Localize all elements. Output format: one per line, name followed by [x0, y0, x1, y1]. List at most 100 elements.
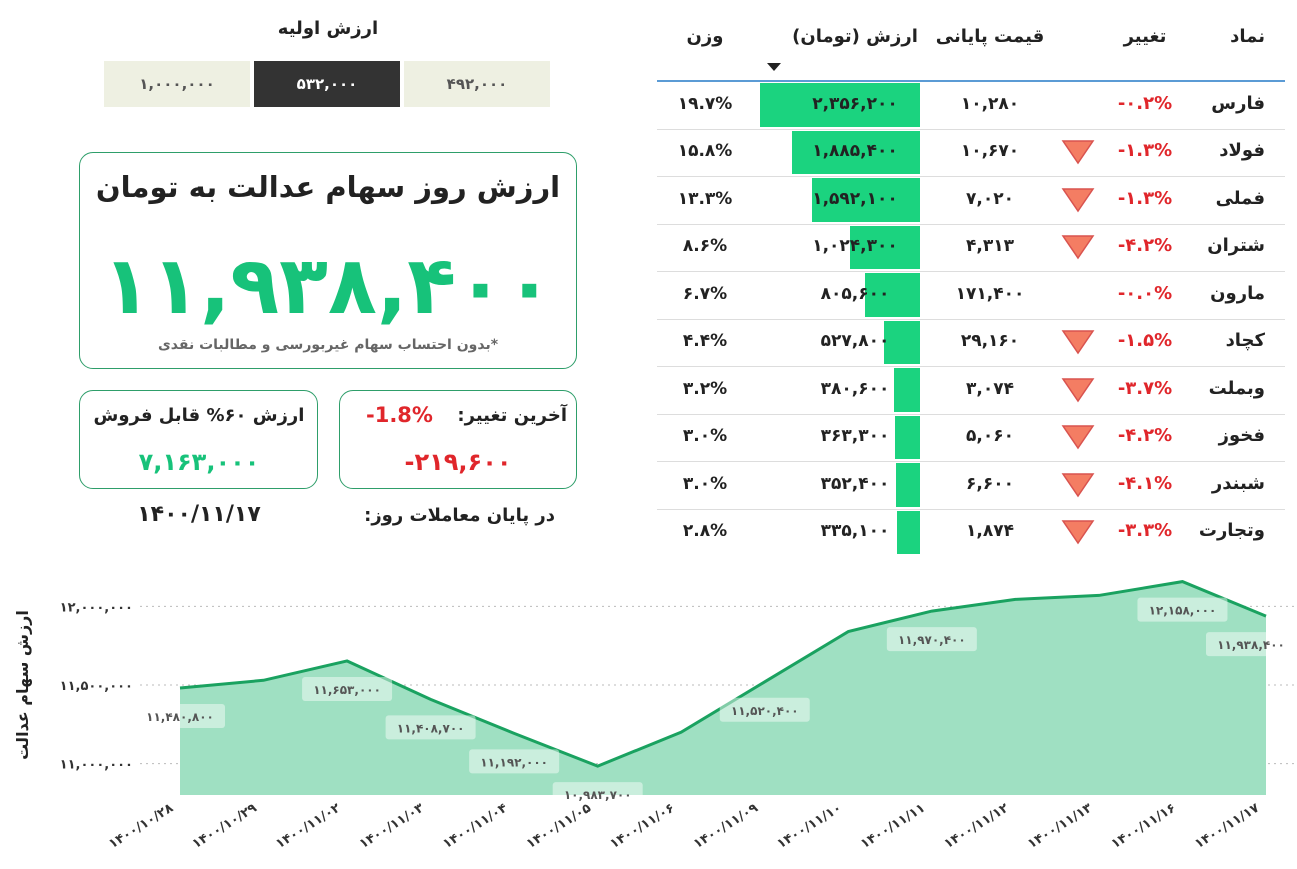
weight: ۱۳.۳%	[677, 188, 733, 209]
value-label: ۱۱,۹۷۰,۴۰۰	[898, 633, 966, 647]
arrow-shape	[1061, 378, 1095, 403]
column-header[interactable]: تغییر	[1123, 26, 1167, 47]
price: ۱۰,۲۸۰	[960, 93, 1020, 114]
down-arrow	[1061, 378, 1095, 403]
header-divider	[657, 80, 1285, 82]
change: -۳.۳%	[1117, 520, 1173, 542]
price: ۷,۰۲۰	[966, 188, 1014, 209]
symbol: فخوز	[1218, 425, 1265, 447]
value-label: ۱۱,۱۹۲,۰۰۰	[480, 755, 548, 769]
arrow-shape	[1061, 235, 1095, 260]
y-axis-title: ارزش سهام عدالت	[13, 610, 32, 760]
x-tick-label: ۱۴۰۰/۱۱/۱۰	[775, 801, 845, 852]
weight: ۸.۶%	[682, 236, 728, 257]
sellable-value: ۷,۱۶۳,۰۰۰	[138, 448, 260, 476]
row-divider	[657, 413, 1285, 415]
value-label-bg	[552, 782, 643, 807]
change: -۰.۲%	[1117, 92, 1173, 114]
x-tick-label: ۱۴۰۰/۱۱/۰۳	[357, 801, 427, 852]
value-bar	[895, 415, 920, 459]
x-tick-label: ۱۴۰۰/۱۱/۱۷	[1192, 801, 1262, 852]
change: -۱.۳%	[1117, 187, 1173, 209]
stock-table: نماد تغییر قیمت پایانی ارزش (تومان) وزن فارس -…	[657, 0, 1285, 555]
value-label: ۱۱,۴۸۰,۸۰۰	[146, 710, 214, 724]
arrow-shape	[1061, 425, 1095, 450]
y-tick-label: ۱۱,۰۰۰,۰۰۰	[60, 758, 133, 773]
value: ۳۳۵,۱۰۰	[820, 521, 890, 542]
down-arrow	[1061, 520, 1095, 545]
column-header[interactable]: نماد	[1230, 26, 1265, 47]
value-bar	[884, 320, 920, 364]
symbol: کچاد	[1225, 330, 1265, 352]
date-value: ۱۴۰۰/۱۱/۱۷	[137, 502, 261, 527]
value-label-bg	[1137, 597, 1228, 622]
symbol: فولاد	[1219, 140, 1265, 162]
value-label-bg	[719, 697, 810, 722]
arrow-shape	[1061, 140, 1095, 165]
value: ۳۸۰,۶۰۰	[820, 378, 890, 399]
y-tick-label: ۱۲,۰۰۰,۰۰۰	[60, 600, 133, 615]
weight: ۴.۴%	[682, 331, 728, 352]
down-arrow	[1061, 330, 1095, 355]
value-bar	[811, 178, 920, 222]
x-tick-label: ۱۴۰۰/۱۱/۰۵	[524, 801, 594, 852]
symbol: فارس	[1211, 92, 1265, 114]
arrow-shape	[1061, 520, 1095, 545]
weight: ۳.۲%	[682, 378, 728, 399]
value: ۱,۵۹۲,۱۰۰	[812, 188, 898, 209]
x-tick-label: ۱۴۰۰/۱۱/۱۶	[1109, 801, 1179, 852]
down-arrow	[1061, 425, 1095, 450]
value: ۳۶۳,۳۰۰	[820, 426, 890, 447]
symbol: فملی	[1215, 187, 1265, 209]
column-header[interactable]: وزن	[686, 26, 724, 47]
price: ۵,۰۶۰	[966, 426, 1014, 447]
option-button[interactable]: ۱,۰۰۰,۰۰۰	[104, 61, 250, 107]
x-tick-label: ۱۴۰۰/۱۰/۲۹	[190, 801, 260, 852]
date-label: در پایان معاملات روز:	[364, 505, 555, 526]
column-header[interactable]: قیمت پایانی	[935, 26, 1045, 47]
price: ۴,۳۱۳	[966, 236, 1014, 257]
area	[180, 581, 1266, 795]
x-tick-label: ۱۴۰۰/۱۱/۰۶	[608, 801, 678, 852]
price: ۱۰,۶۷۰	[960, 141, 1020, 162]
row-divider	[657, 461, 1285, 462]
summary-title: ارزش روز سهام عدالت به تومان	[95, 170, 561, 204]
price: ۱,۸۷۴	[966, 521, 1014, 542]
price: ۲۹,۱۶۰	[960, 331, 1020, 352]
x-tick-label: ۱۴۰۰/۱۱/۱۱	[858, 801, 928, 852]
option-button[interactable]: ۵۳۲,۰۰۰	[254, 61, 400, 107]
change-percent: -1.8%	[366, 403, 433, 427]
option-button[interactable]: ۴۹۲,۰۰۰	[404, 61, 550, 107]
price: ۳,۰۷۴	[966, 378, 1014, 399]
x-tick-label: ۱۴۰۰/۱۱/۰۹	[691, 801, 761, 852]
initial-value-options: ۱,۰۰۰,۰۰۰ ۵۳۲,۰۰۰ ۴۹۲,۰۰۰	[104, 61, 552, 107]
change-card	[339, 390, 577, 489]
value-label: ۱۲,۱۵۸,۰۰۰	[1149, 604, 1217, 618]
change: -۰.۰%	[1117, 282, 1173, 304]
value-bar	[865, 273, 920, 317]
arrow-shape	[1061, 330, 1095, 355]
summary-value: ۱۱,۹۳۸,۴۰۰	[102, 239, 554, 332]
value-bar	[897, 510, 920, 554]
value-label: ۱۱,۹۳۸,۴۰۰	[1217, 638, 1285, 652]
value-label-bg	[385, 715, 476, 740]
weight: ۱۵.۸%	[677, 141, 733, 162]
x-tick-label: ۱۴۰۰/۱۱/۰۴	[440, 801, 510, 852]
row-divider	[657, 318, 1285, 320]
summary-note: *بدون احتساب سهام غیربورسی و مطالبات نقد…	[157, 337, 499, 353]
x-tick-label: ۱۴۰۰/۱۱/۰۲	[273, 801, 343, 852]
symbol: وتجارت	[1198, 520, 1265, 542]
value: ۱,۰۲۴,۳۰۰	[812, 236, 898, 257]
row-divider	[657, 128, 1285, 130]
sellable-card	[79, 390, 318, 489]
value-label-bg	[886, 627, 977, 652]
column-header[interactable]: ارزش (تومان)	[792, 26, 918, 47]
value-label-bg	[1206, 632, 1296, 657]
symbol: وبملت	[1208, 377, 1265, 399]
weight: ۳.۰%	[682, 473, 728, 494]
value-bar	[894, 368, 920, 412]
